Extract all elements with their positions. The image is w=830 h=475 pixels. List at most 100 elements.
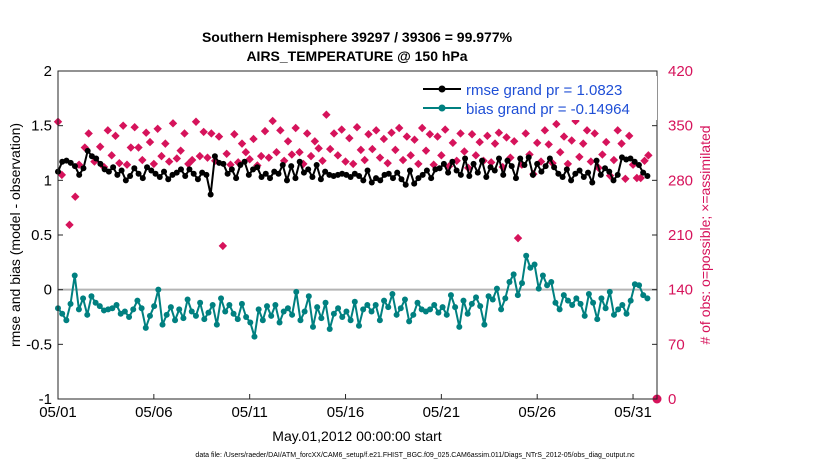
rmse-point (360, 177, 367, 184)
obs-assimilated-marker (276, 126, 285, 135)
bias-point (167, 304, 174, 311)
rmse-point (305, 166, 312, 173)
bias-point (326, 326, 333, 333)
bias-point (188, 308, 195, 315)
legend-box (419, 76, 657, 120)
bias-point (192, 312, 199, 319)
obs-assimilated-marker (291, 123, 300, 133)
obs-assimilated-marker (283, 137, 293, 146)
rmse-point (568, 177, 575, 184)
bias-point (389, 291, 396, 298)
bias-point (581, 312, 588, 319)
rmse-point (71, 163, 78, 170)
obs-assimilated-marker (425, 130, 435, 139)
obs-assimilated-marker (249, 134, 258, 144)
rmse-point (474, 169, 481, 176)
y2-tick-label: 280 (668, 172, 693, 189)
bias-point (502, 295, 509, 302)
bias-point (406, 318, 413, 325)
obs-assimilated-marker (84, 129, 93, 138)
rmse-point (364, 167, 371, 174)
rmse-point (517, 155, 524, 162)
bias-point (485, 293, 492, 300)
bias-point (431, 301, 438, 308)
x-tick-label: 05/16 (327, 404, 365, 421)
x-tick-label: 05/26 (518, 404, 556, 421)
obs-assimilated-marker (107, 151, 116, 160)
rmse-point (139, 175, 146, 182)
rmse-point (496, 155, 503, 162)
bias-point (218, 295, 225, 302)
rmse-point (144, 164, 151, 171)
obs-assimilated-marker (187, 155, 197, 165)
plot-area (58, 71, 657, 399)
bias-point (527, 264, 534, 271)
obs-assimilated-marker (402, 132, 412, 141)
bias-point (297, 317, 304, 324)
rmse-point (525, 154, 532, 161)
obs-assimilated-marker (161, 139, 170, 148)
rmse-point (589, 179, 596, 186)
obs-assimilated-marker (260, 126, 270, 136)
obs-assimilated-marker (406, 151, 415, 160)
rmse-point (283, 177, 290, 184)
rmse-point (317, 176, 324, 183)
bias-point (75, 306, 82, 313)
obs-assimilated-marker (345, 133, 354, 143)
obs-assimilated-marker (621, 174, 630, 183)
chart-title-line-1: Southern Hemisphere 39297 / 39306 = 99.9… (202, 29, 513, 45)
obs-assimilated-marker (138, 155, 147, 165)
rmse-point (237, 162, 244, 169)
obs-assimilated-marker (410, 135, 419, 144)
plot-background (58, 71, 657, 399)
bias-point (364, 301, 371, 308)
rmse-point (161, 168, 168, 175)
bias-point (138, 305, 145, 312)
obs-assimilated-marker (644, 151, 653, 160)
y2-tick-label: 210 (668, 227, 693, 244)
bias-point (121, 308, 128, 315)
bias-point (230, 310, 237, 317)
obs-assimilated-marker (467, 130, 477, 139)
obs-assimilated-marker (586, 157, 596, 166)
bias-point (590, 299, 597, 306)
y2-tick-label: 70 (668, 336, 685, 353)
bias-point (251, 333, 258, 340)
obs-assimilated-marker (483, 131, 492, 141)
bias-point (539, 272, 546, 279)
rmse-point (457, 171, 464, 178)
bias-point (347, 317, 354, 324)
rmse-point (466, 172, 473, 179)
bias-point (360, 306, 367, 313)
bias-point (460, 297, 467, 304)
bias-point (489, 296, 496, 303)
bias-point (222, 308, 229, 315)
bias-point (381, 297, 388, 304)
bias-point (142, 324, 149, 331)
obs-assimilated-marker (486, 158, 496, 167)
rmse-point (186, 166, 193, 173)
bias-point (134, 297, 141, 304)
rmse-point (347, 174, 354, 181)
rmse-point (428, 175, 435, 182)
legend: rmse grand pr = 1.0823 bias grand pr = -… (419, 76, 657, 120)
obs-assimilated-marker (176, 146, 185, 155)
bias-point (427, 306, 434, 313)
rmse-point (288, 163, 295, 170)
bias-point (59, 310, 66, 317)
bias-point (180, 315, 187, 322)
obs-assimilated-marker (237, 139, 247, 148)
rmse-point (97, 160, 104, 167)
bias-point (531, 261, 538, 268)
bias-point (205, 309, 212, 316)
bias-point (610, 311, 617, 318)
bias-point (569, 301, 576, 308)
rmse-point (241, 158, 248, 165)
bias-point (243, 314, 250, 320)
rmse-point (423, 167, 430, 174)
rmse-point (559, 174, 566, 181)
obs-assimilated-marker (494, 128, 504, 137)
bias-point (456, 323, 463, 330)
rmse-point (313, 162, 320, 169)
